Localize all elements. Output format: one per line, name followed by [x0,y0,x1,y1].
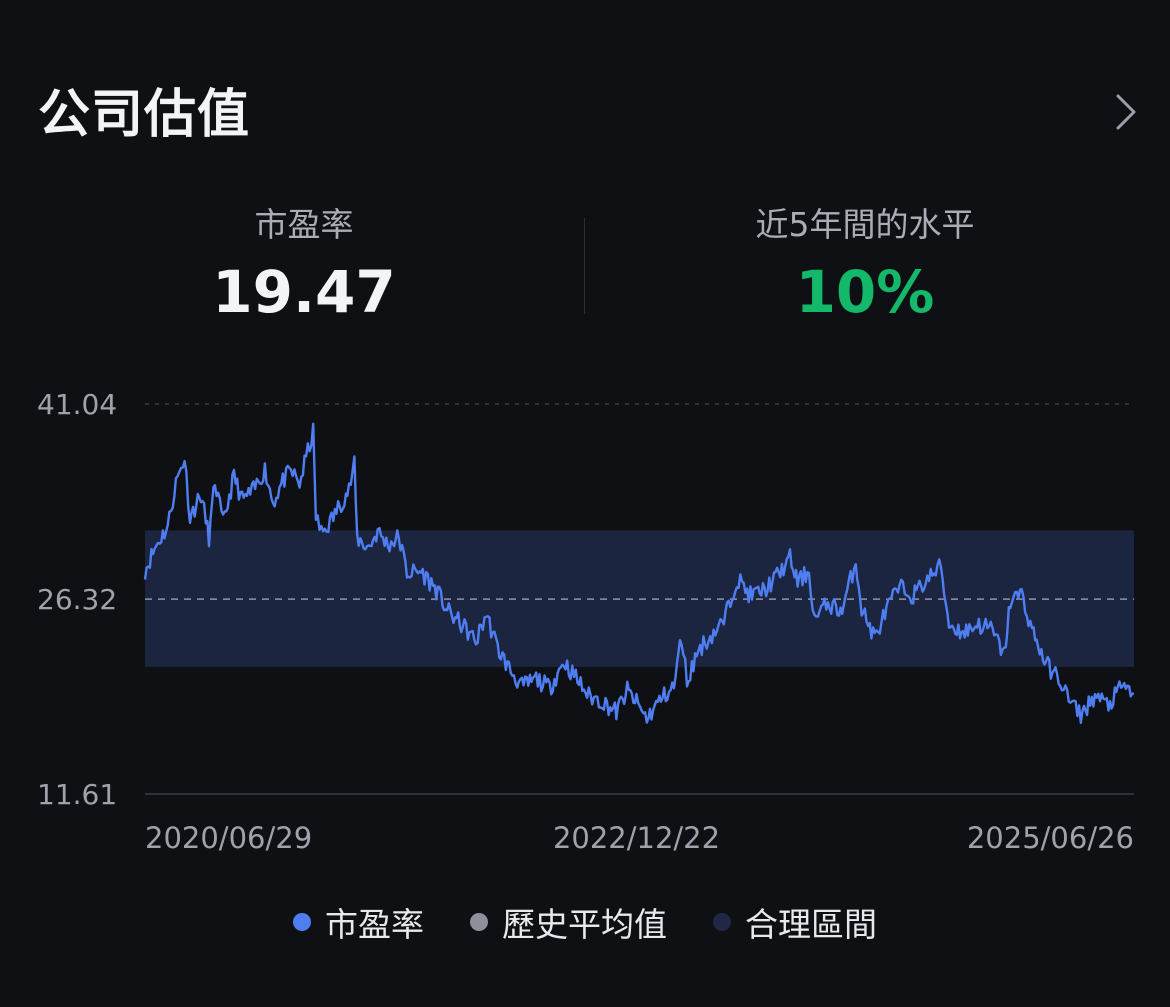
chevron-right-icon[interactable] [1108,90,1148,134]
legend-dot-icon [293,913,311,931]
legend-item: 市盈率 [293,898,424,946]
x-tick-label: 2020/06/29 [145,821,312,855]
y-tick-label: 26.32 [37,583,117,616]
legend-label: 合理區間 [745,905,877,944]
stats-divider [584,218,585,314]
legend-dot-icon [470,913,488,931]
x-tick-label: 2022/12/22 [553,821,720,855]
pe-series-line [143,422,1135,724]
pe-chart: 41.04 26.32 11.61 2020/06/29 2022/12/22 2025/… [37,388,1135,855]
x-tick-label: 2025/06/26 [967,821,1134,855]
legend-item: 歷史平均值 [470,898,667,946]
legend-dot-icon [713,913,731,931]
y-tick-label: 11.61 [37,778,117,811]
pe-value: 19.47 [212,258,396,326]
legend-item: 合理區間 [713,898,877,946]
level-value: 10% [795,258,935,326]
legend-label: 市盈率 [325,905,424,944]
y-tick-label: 41.04 [37,388,117,421]
chart-legend: 市盈率 歷史平均值 合理區間 [0,898,1170,946]
page-title: 公司估值 [38,85,251,145]
level-label: 近5年間的水平 [755,205,975,244]
pe-label: 市盈率 [254,205,354,244]
legend-label: 歷史平均值 [502,905,667,944]
